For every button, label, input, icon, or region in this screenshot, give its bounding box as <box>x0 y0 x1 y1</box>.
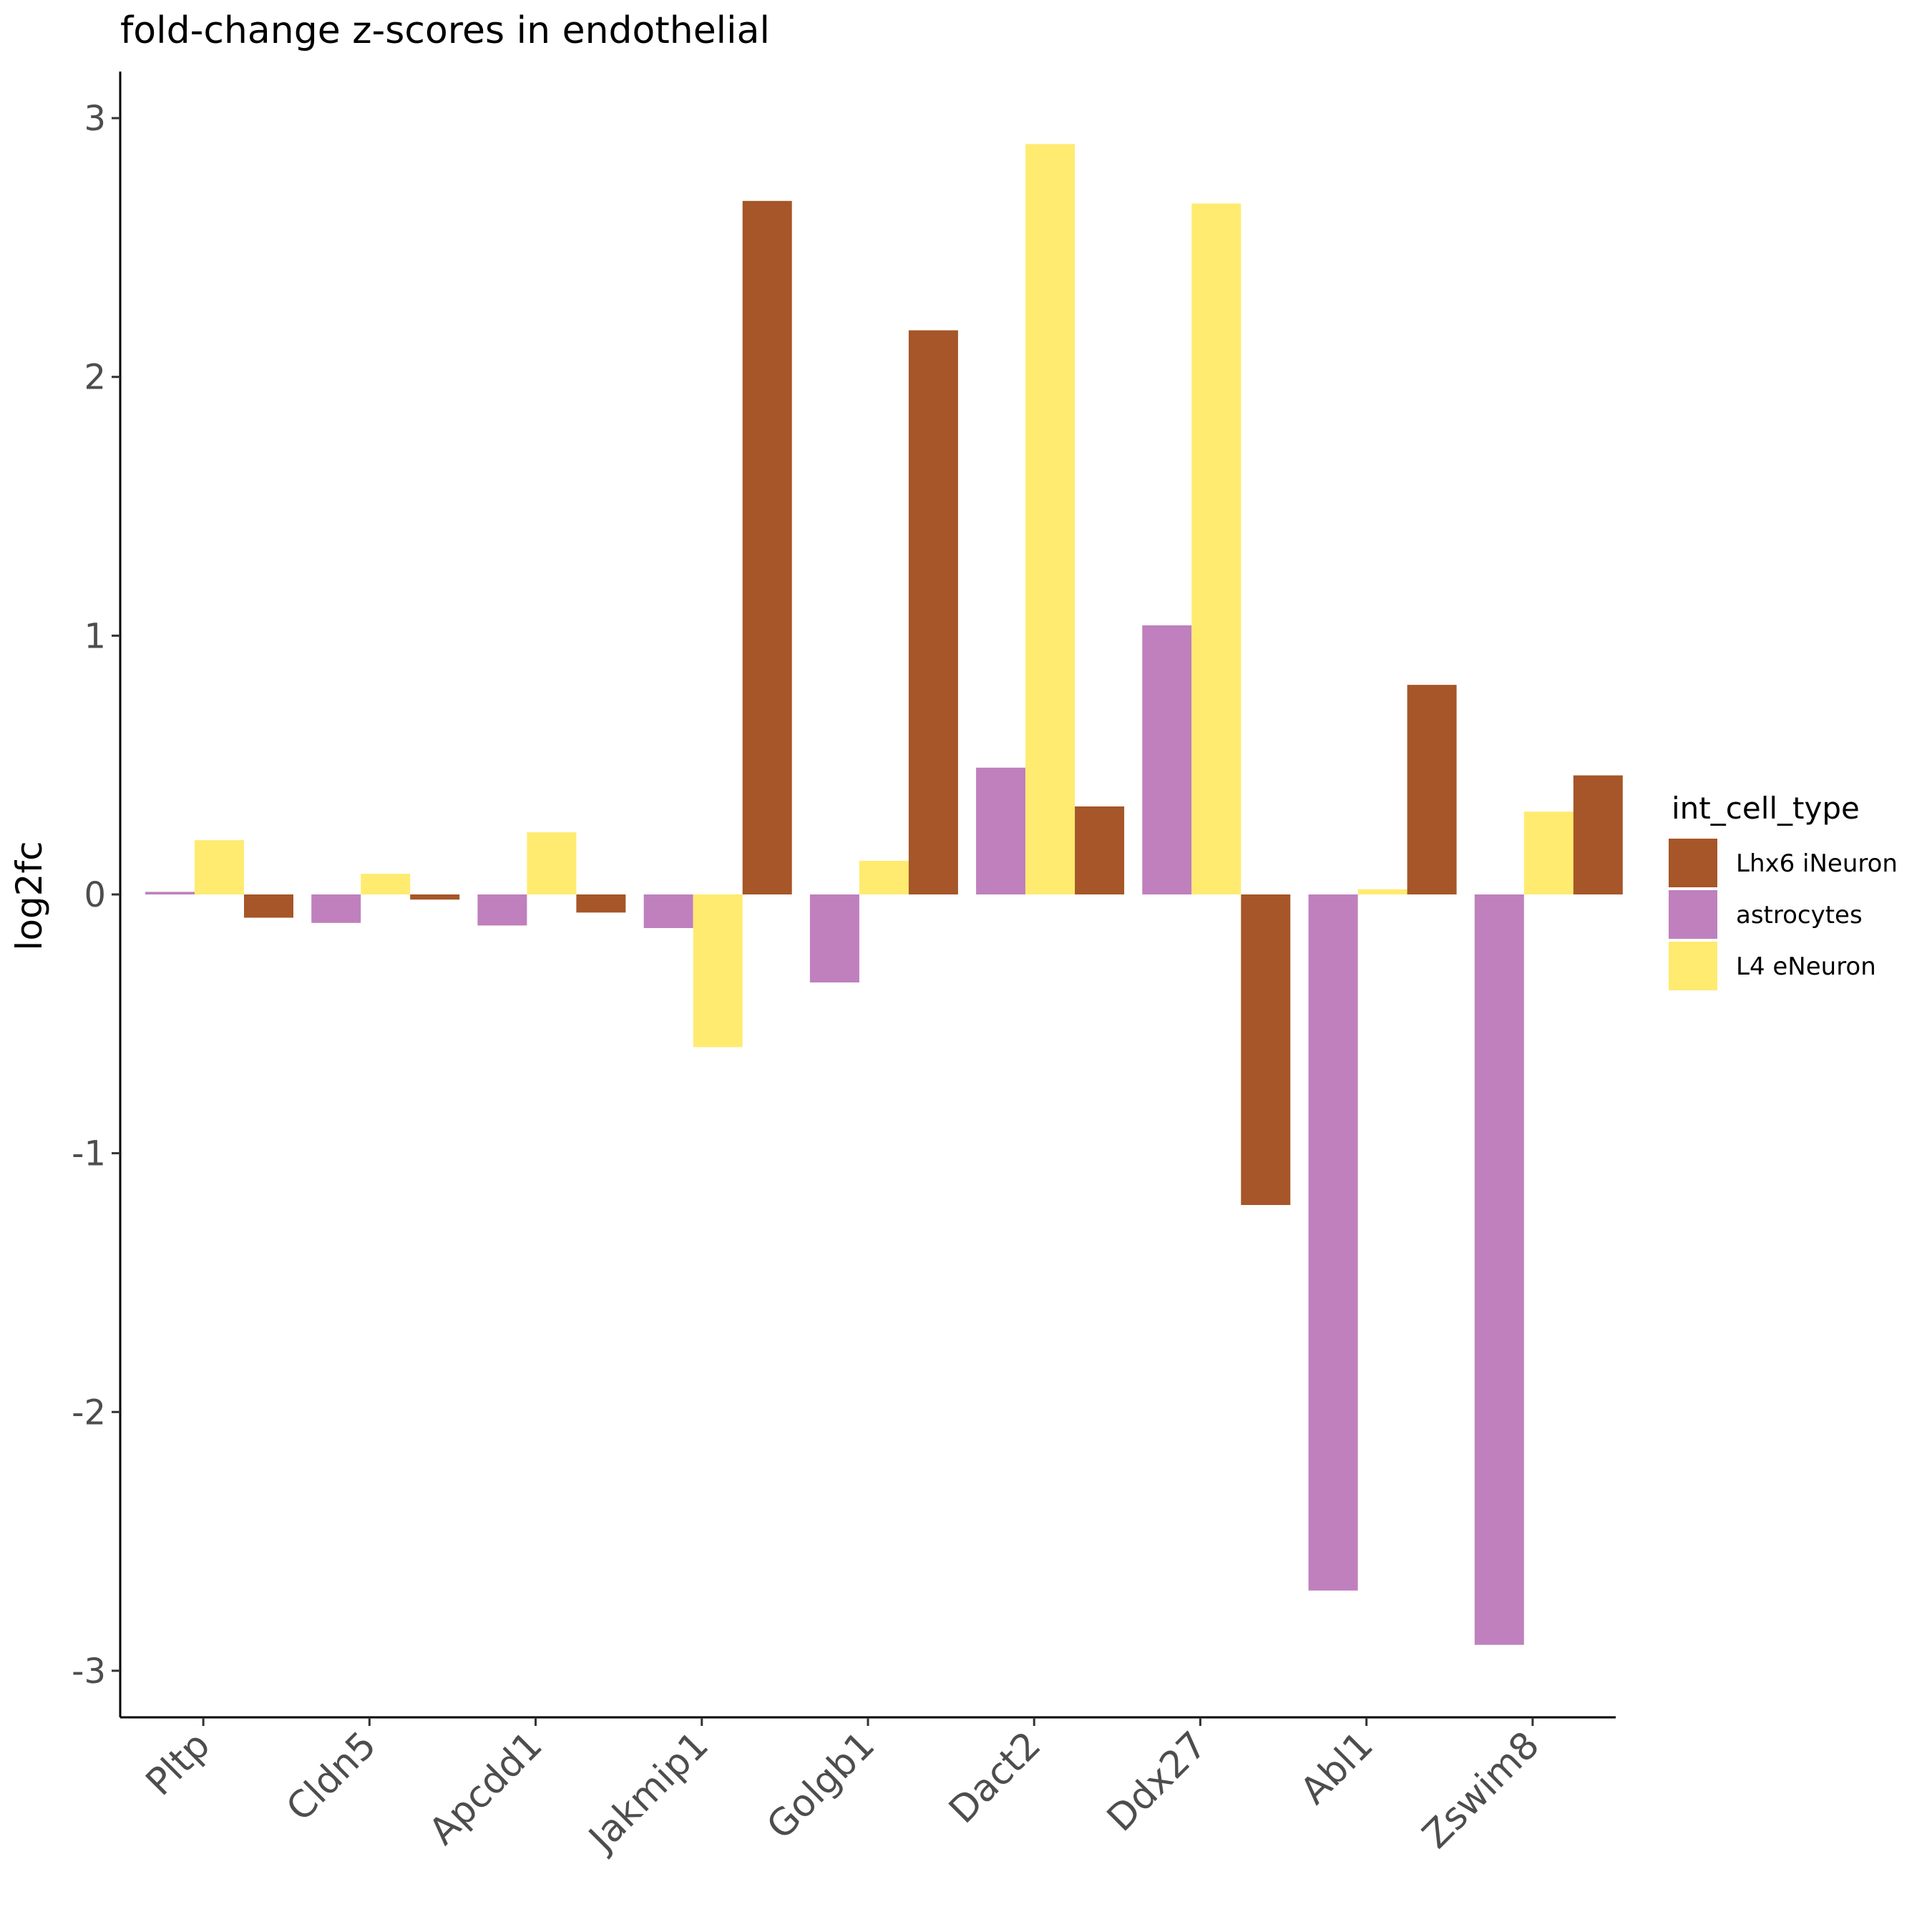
bar <box>477 894 527 926</box>
bar <box>1523 811 1574 894</box>
bar <box>643 894 693 928</box>
bar <box>908 330 958 895</box>
x-tick-label: Dact2 <box>941 1724 1049 1832</box>
bar <box>576 894 626 913</box>
bar <box>1308 894 1358 1591</box>
legend-swatch <box>1669 942 1717 990</box>
y-tick-label: 1 <box>84 616 106 656</box>
bar-group <box>1142 203 1291 1205</box>
bar <box>410 894 460 900</box>
bar <box>742 200 792 894</box>
bar <box>1474 894 1524 1645</box>
x-tick-label: Pltp <box>138 1724 219 1805</box>
bar <box>311 894 361 923</box>
x-ticks-layer: Pltp Cldn5 Apcdd1 Jakmip1 Golgb1 Dact2 Ddx27 Ab… <box>138 1717 1548 1861</box>
y-tick-label: -3 <box>72 1652 106 1692</box>
bar-group <box>145 840 293 918</box>
x-tick-label: Cldn5 <box>278 1724 384 1830</box>
y-tick-label: -2 <box>72 1392 106 1433</box>
bar <box>1241 894 1291 1205</box>
bar-group <box>477 832 626 926</box>
y-tick-label: -1 <box>72 1134 106 1174</box>
bar <box>1573 775 1623 894</box>
bar <box>244 894 293 918</box>
x-tick-label: Golgb1 <box>758 1724 883 1848</box>
legend-label: astrocytes <box>1736 901 1863 930</box>
bar <box>976 767 1026 894</box>
bar-group <box>809 330 958 982</box>
y-tick-label: 2 <box>84 358 106 398</box>
bar <box>1191 203 1241 894</box>
x-tick-label: Jakmip1 <box>580 1724 717 1861</box>
bar-group <box>1308 685 1457 1591</box>
legend-label: Lhx6 iNeuron <box>1736 849 1898 878</box>
x-tick-label: Apcdd1 <box>421 1724 551 1853</box>
y-ticks-layer: 3 2 1 0 -1 -2 -3 <box>72 99 120 1692</box>
x-tick-label: Zswim8 <box>1415 1724 1548 1857</box>
bar <box>145 892 195 894</box>
bar-group <box>311 874 460 923</box>
legend-swatch <box>1669 839 1717 887</box>
bar <box>1075 806 1125 894</box>
x-tick-label: Abl1 <box>1292 1724 1382 1813</box>
chart-title: fold-change z-scores in endothelial <box>120 9 770 52</box>
x-tick-label: Ddx27 <box>1099 1724 1216 1840</box>
bar <box>693 894 743 1048</box>
legend: int_cell_type Lhx6 iNeuron astrocytes L4 e… <box>1669 791 1898 990</box>
bar-group <box>643 200 792 1048</box>
bar <box>859 861 909 894</box>
bar <box>195 840 244 894</box>
legend-title: int_cell_type <box>1672 791 1860 826</box>
y-axis-title: log2fc <box>9 841 50 950</box>
y-tick-label: 0 <box>84 875 106 915</box>
legend-item: L4 eNeuron <box>1669 942 1876 990</box>
bar <box>1025 144 1075 894</box>
legend-item: Lhx6 iNeuron <box>1669 839 1898 887</box>
bar <box>527 832 577 894</box>
bar <box>809 894 859 982</box>
bars-layer <box>145 144 1623 1645</box>
bar-group <box>976 144 1125 894</box>
bar-group <box>1474 775 1623 1645</box>
bar <box>361 874 411 894</box>
legend-swatch <box>1669 890 1717 939</box>
legend-item: astrocytes <box>1669 890 1863 939</box>
bar <box>1407 685 1457 894</box>
bar <box>1142 625 1192 894</box>
legend-label: L4 eNeuron <box>1736 952 1876 981</box>
bar <box>1357 889 1407 894</box>
y-tick-label: 3 <box>84 99 106 139</box>
